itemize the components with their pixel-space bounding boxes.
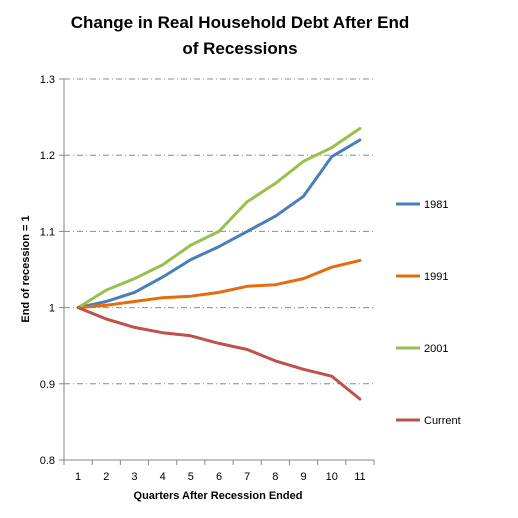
series-line-1981 (76, 138, 362, 310)
legend-label-1991: 1991 (424, 271, 448, 283)
x-tick-label: 5 (188, 471, 194, 483)
legend-label-current: Current (424, 415, 461, 427)
x-tick-label: 8 (272, 471, 278, 483)
x-tick-label: 3 (131, 471, 137, 483)
x-tick-label: 10 (326, 471, 338, 483)
y-axis-title: End of recession = 1 (20, 215, 32, 322)
legend-label-2001: 2001 (424, 343, 448, 355)
y-tick-label: 0.8 (40, 455, 55, 467)
legend-label-1981: 1981 (424, 199, 448, 211)
x-axis-title: Quarters After Recession Ended (134, 490, 303, 502)
series-line-current (76, 306, 362, 401)
series-line-2001 (76, 127, 362, 310)
series-line-1991 (76, 258, 362, 310)
x-tick-label: 2 (103, 471, 109, 483)
x-tick-label: 4 (160, 471, 166, 483)
y-tick-label: 1 (49, 303, 55, 315)
x-tick-label: 9 (300, 471, 306, 483)
x-tick-label: 6 (216, 471, 222, 483)
x-tick-label: 11 (354, 471, 365, 483)
y-tick-label: 1.3 (40, 74, 55, 86)
chart-title-line-1: Change in Real Household Debt After End (70, 13, 410, 32)
x-tick-label: 1 (75, 471, 81, 483)
y-tick-label: 1.2 (40, 150, 55, 162)
y-tick-label: 0.9 (40, 379, 55, 391)
x-tick-label: 7 (244, 471, 250, 483)
chart-title-line-2: of Recessions (182, 39, 298, 58)
y-tick-label: 1.1 (40, 226, 55, 238)
